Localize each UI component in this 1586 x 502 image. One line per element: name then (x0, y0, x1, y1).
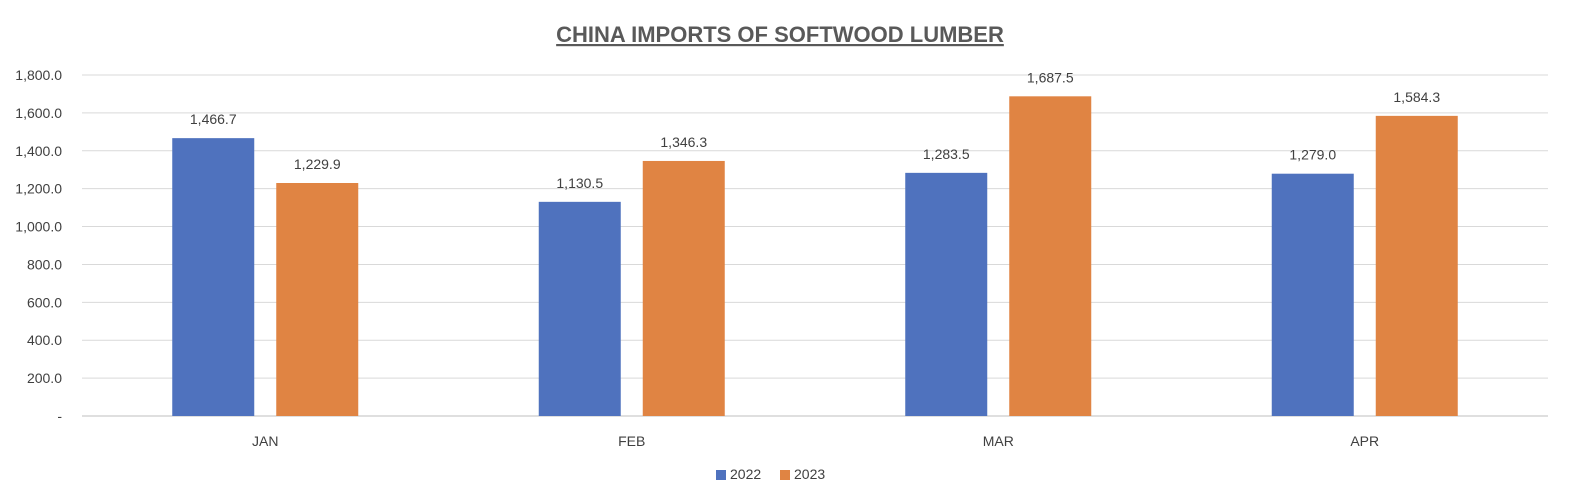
x-axis-categories: JAN FEB MAR APR (252, 433, 1379, 449)
data-label: 1,130.5 (556, 175, 603, 191)
bar-2023-jan (276, 183, 359, 416)
y-tick-label: - (57, 408, 62, 424)
x-category-label: APR (1350, 433, 1379, 449)
data-label: 1,687.5 (1027, 69, 1074, 85)
y-tick-label: 1,800.0 (15, 67, 62, 83)
legend: 2022 2023 (716, 466, 825, 482)
bar-2022-feb (538, 201, 621, 416)
data-label: 1,584.3 (1393, 89, 1440, 105)
x-category-label: JAN (252, 433, 278, 449)
y-tick-label: 800.0 (27, 256, 62, 272)
data-label: 1,346.3 (660, 134, 707, 150)
legend-label: 2022 (730, 466, 761, 482)
bar-2022-apr (1271, 173, 1354, 416)
bar-2022-mar (905, 172, 988, 416)
data-label: 1,283.5 (923, 146, 970, 162)
y-tick-label: 400.0 (27, 332, 62, 348)
legend-swatch-2023 (780, 470, 790, 480)
bar-2023-feb (642, 160, 725, 416)
y-tick-label: 600.0 (27, 294, 62, 310)
legend-label: 2023 (794, 466, 825, 482)
bar-2023-mar (1009, 96, 1092, 416)
data-labels: 1,466.7 1,229.9 1,130.5 1,346.3 1,283.5 1,687… (190, 69, 1440, 191)
data-label: 1,229.9 (294, 156, 341, 172)
chart-title: CHINA IMPORTS OF SOFTWOOD LUMBER (556, 22, 1004, 47)
y-tick-label: 1,200.0 (15, 181, 62, 197)
y-tick-label: 1,600.0 (15, 105, 62, 121)
y-tick-label: 200.0 (27, 370, 62, 386)
legend-swatch-2022 (716, 470, 726, 480)
bar-2023-apr (1375, 115, 1458, 417)
bars (172, 96, 1458, 417)
bar-2022-jan (172, 138, 255, 416)
data-label: 1,279.0 (1289, 147, 1336, 163)
y-axis-ticks: - 200.0 400.0 600.0 800.0 1,000.0 1,200.0 1,400… (15, 67, 62, 424)
x-category-label: MAR (983, 433, 1014, 449)
y-tick-label: 1,000.0 (15, 219, 62, 235)
x-category-label: FEB (618, 433, 645, 449)
y-tick-label: 1,400.0 (15, 143, 62, 159)
data-label: 1,466.7 (190, 111, 237, 127)
